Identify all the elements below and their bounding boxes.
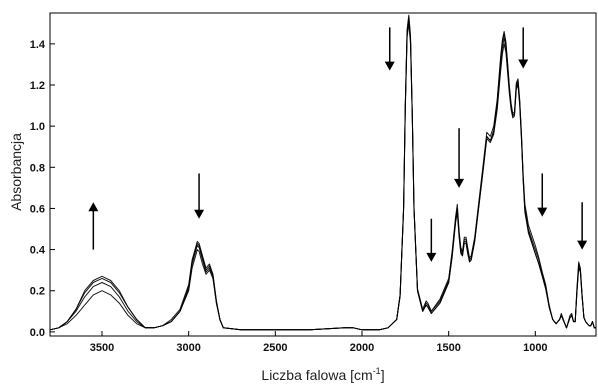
- arrow-down-icon: [577, 240, 588, 250]
- arrow-down-icon: [384, 61, 395, 71]
- y-tick-label: 0.2: [30, 286, 45, 298]
- x-axis-title: Liczba falowa [cm-1]: [261, 366, 384, 383]
- arrow-down-icon: [454, 178, 465, 188]
- x-tick-label: 2500: [263, 342, 287, 354]
- y-tick-label: 0.6: [30, 203, 45, 215]
- x-tick-label: 2000: [350, 342, 374, 354]
- spectrum-series-3: [49, 22, 596, 331]
- y-tick-label: 1.0: [30, 121, 45, 133]
- spectrum-series-1: [49, 18, 596, 331]
- arrow-up-icon: [88, 202, 99, 212]
- arrow-down-icon: [194, 209, 205, 219]
- x-tick-label: 1500: [436, 342, 460, 354]
- x-axis-title-close: ]: [381, 367, 385, 383]
- x-axis-title-main: Liczba falowa [cm: [261, 367, 372, 383]
- y-tick-label: 0.4: [30, 245, 46, 257]
- y-tick-label: 0.0: [30, 327, 45, 339]
- y-axis: 0.0 0.2 0.4 0.6 0.8 1.0 1.2 1.4: [30, 39, 55, 339]
- spectrum-series-2: [49, 16, 596, 331]
- spectrum-series-4: [49, 14, 596, 331]
- change-arrows: [88, 27, 588, 262]
- plot-frame: [49, 12, 597, 337]
- y-axis-title: Absorbancja: [8, 133, 24, 211]
- y-tick-label: 1.2: [30, 80, 45, 92]
- spectra-series: [49, 14, 596, 331]
- x-axis-title-superscript: -1: [373, 366, 381, 376]
- y-tick-label: 0.8: [30, 162, 45, 174]
- x-tick-label: 1000: [523, 342, 547, 354]
- x-axis: 3500 3000 2500 2000 1500 1000: [90, 331, 548, 354]
- arrow-down-icon: [537, 207, 548, 217]
- x-tick-label: 3000: [176, 342, 200, 354]
- x-tick-label: 3500: [90, 342, 114, 354]
- arrow-down-icon: [426, 252, 437, 262]
- arrow-down-icon: [518, 59, 529, 69]
- y-tick-label: 1.4: [30, 39, 46, 51]
